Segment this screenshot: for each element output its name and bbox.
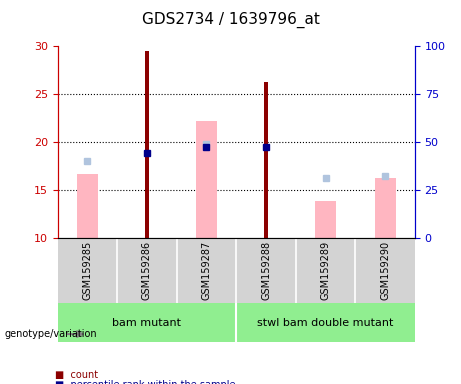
Bar — [264, 83, 268, 238]
Text: genotype/variation: genotype/variation — [5, 329, 97, 339]
Bar — [375, 178, 396, 238]
Bar — [77, 174, 98, 238]
Text: bam mutant: bam mutant — [112, 318, 182, 328]
Text: GSM159288: GSM159288 — [261, 241, 271, 300]
Text: ■  percentile rank within the sample: ■ percentile rank within the sample — [55, 380, 236, 384]
Bar — [196, 121, 217, 238]
Text: GSM159289: GSM159289 — [320, 241, 331, 300]
Text: GDS2734 / 1639796_at: GDS2734 / 1639796_at — [142, 12, 319, 28]
Text: stwl bam double mutant: stwl bam double mutant — [257, 318, 394, 328]
Text: GSM159285: GSM159285 — [83, 241, 92, 300]
Text: GSM159287: GSM159287 — [201, 241, 212, 300]
Text: GSM159290: GSM159290 — [380, 241, 390, 300]
Text: GSM159286: GSM159286 — [142, 241, 152, 300]
Bar — [145, 51, 149, 238]
Text: ■  count: ■ count — [55, 370, 99, 380]
Bar — [315, 201, 336, 238]
